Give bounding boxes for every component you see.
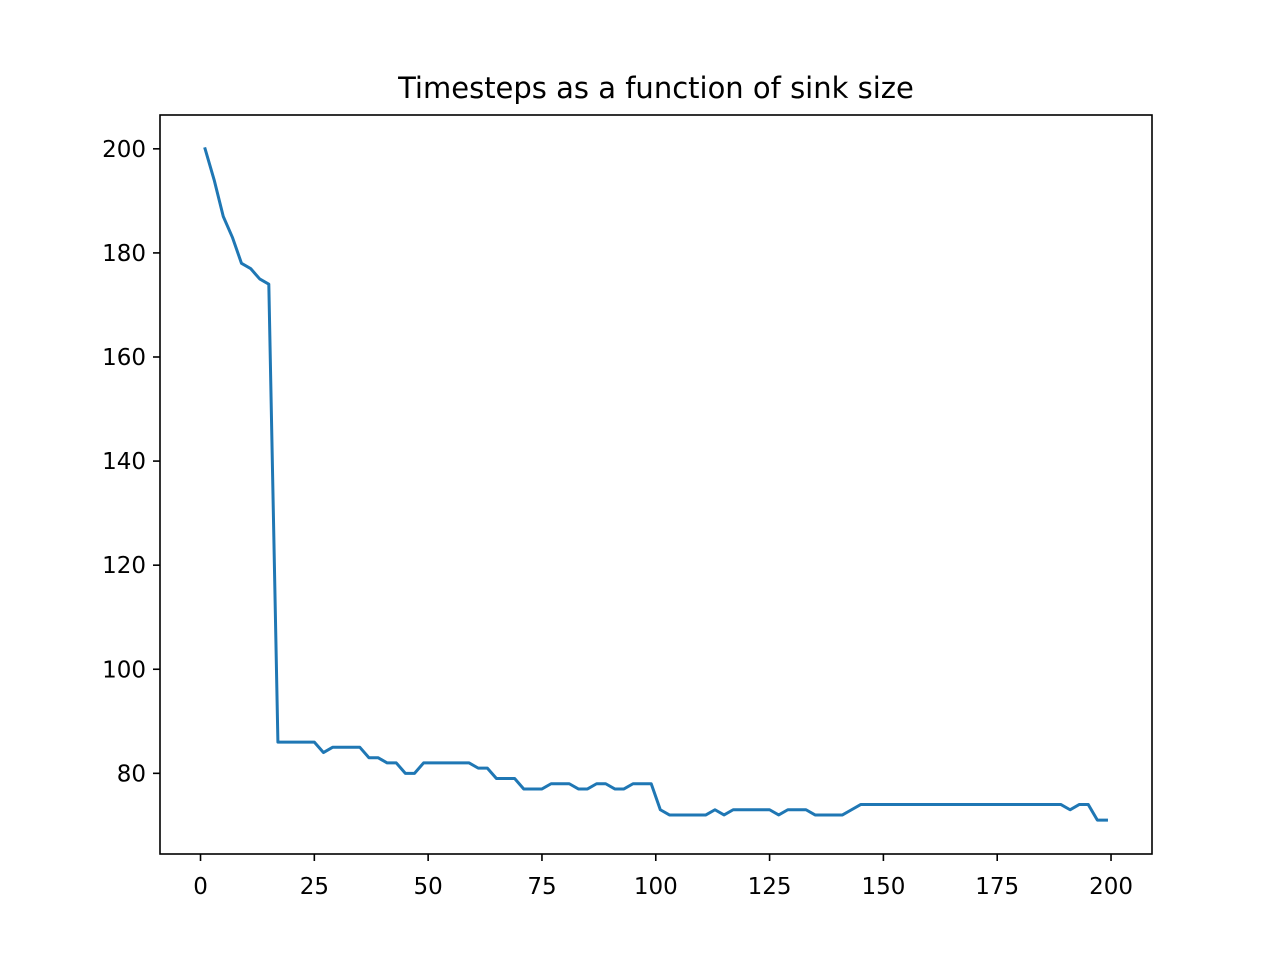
y-tick-label: 140 — [102, 449, 146, 475]
y-tick-label: 160 — [102, 345, 146, 371]
x-axis: 0 25 50 75 100 125 150 175 200 — [193, 854, 1133, 900]
x-tick-label: 100 — [634, 874, 678, 900]
x-tick-label: 25 — [300, 874, 329, 900]
x-tick-label: 75 — [527, 874, 556, 900]
y-tick-label: 200 — [102, 137, 146, 163]
y-tick-label: 100 — [102, 657, 146, 683]
axes-frame — [159, 114, 1153, 855]
y-tick-label: 80 — [117, 761, 146, 787]
x-tick-label: 0 — [193, 874, 208, 900]
x-tick-label: 200 — [1089, 874, 1133, 900]
series-line-0 — [203, 146, 1108, 822]
y-axis: 80 100 120 140 160 180 200 — [102, 137, 160, 787]
y-tick-label: 180 — [102, 241, 146, 267]
x-tick-label: 50 — [414, 874, 443, 900]
x-tick-label: 175 — [975, 874, 1019, 900]
x-tick-label: 150 — [861, 874, 905, 900]
chart-title: Timesteps as a function of sink size — [397, 71, 914, 105]
plot-area — [203, 146, 1108, 822]
x-tick-label: 125 — [748, 874, 792, 900]
y-tick-label: 120 — [102, 553, 146, 579]
